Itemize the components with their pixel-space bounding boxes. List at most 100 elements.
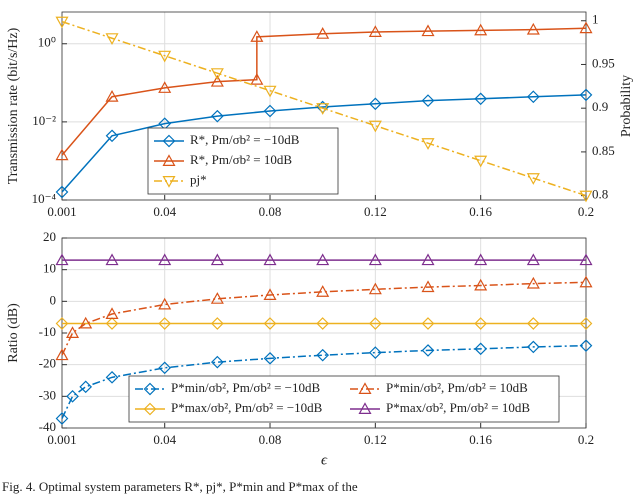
marker xyxy=(210,74,224,87)
marker xyxy=(263,288,277,300)
y2-tick-label: 0.8 xyxy=(592,187,608,202)
axes-frame xyxy=(61,11,587,201)
marker xyxy=(210,292,224,304)
y2-tick-label: 1 xyxy=(592,12,599,27)
marker xyxy=(105,129,119,143)
marker xyxy=(158,81,172,93)
marker xyxy=(368,97,382,111)
marker xyxy=(368,120,382,133)
y-tick-label: 10 xyxy=(43,261,56,276)
marker xyxy=(263,85,277,98)
x-tick-label: 0.04 xyxy=(153,204,176,219)
x-tick-label: 0.001 xyxy=(47,204,76,219)
marker xyxy=(105,33,119,45)
y2-tick-label: 0.95 xyxy=(592,55,615,70)
marker xyxy=(55,253,69,266)
marker xyxy=(421,280,435,293)
legend: R*, Pm/σb² = −10dB R*, Pm/σb² = 10dB pj* xyxy=(147,127,339,195)
marker xyxy=(421,24,435,37)
y-tick-label: -40 xyxy=(39,419,56,434)
legend: P*min/σb², Pm/σb² = −10dB P*max/σb², Pm/σ… xyxy=(128,375,560,423)
marker xyxy=(579,88,593,102)
marker xyxy=(316,348,330,362)
x-axis-label: ϵ xyxy=(321,452,328,468)
marker xyxy=(368,25,382,37)
legend-marker xyxy=(162,154,176,166)
legend-label: P*min/σb², Pm/σb² = −10dB xyxy=(171,380,320,395)
marker xyxy=(474,278,488,291)
marker xyxy=(250,30,264,42)
marker xyxy=(316,285,330,297)
marker xyxy=(368,253,382,266)
marker xyxy=(105,253,119,266)
legend-box xyxy=(128,375,560,423)
y-tick-label: 10⁻⁴ xyxy=(32,191,57,206)
y-tick-label: 0 xyxy=(50,292,57,307)
x-tick-label: 0.16 xyxy=(469,432,492,447)
marker xyxy=(579,21,593,34)
marker xyxy=(526,317,540,330)
x-tick-label: 0.2 xyxy=(578,204,594,219)
marker xyxy=(526,22,540,35)
y-tick-label: -30 xyxy=(39,387,56,402)
legend-label: R*, Pm/σb² = −10dB xyxy=(190,132,300,147)
marker xyxy=(263,253,277,266)
marker xyxy=(55,185,69,199)
marker xyxy=(474,92,488,106)
axes-frame xyxy=(61,237,587,429)
marker xyxy=(316,103,330,115)
legend-label: pj* xyxy=(190,172,207,187)
marker xyxy=(474,342,488,356)
legend-label: R*, Pm/σb² = 10dB xyxy=(190,152,292,167)
marker xyxy=(579,190,593,203)
marker xyxy=(526,276,540,289)
marker xyxy=(158,50,172,63)
marker xyxy=(210,253,224,266)
legend-marker xyxy=(162,176,176,188)
marker xyxy=(55,348,69,361)
marker xyxy=(579,339,593,353)
y2-axis-label: Probability xyxy=(619,75,634,137)
caption: Fig. 4. Optimal system parameters R*, pj… xyxy=(2,479,358,494)
legend-label: P*min/σb², Pm/σb² = 10dB xyxy=(386,380,528,395)
series-line xyxy=(61,20,587,197)
marker xyxy=(55,412,69,425)
marker xyxy=(210,68,224,80)
marker xyxy=(316,27,330,39)
marker xyxy=(421,344,435,357)
marker xyxy=(263,317,277,330)
y-tick-label: 20 xyxy=(43,229,56,244)
legend-marker xyxy=(358,382,372,394)
marker xyxy=(368,317,382,330)
x-tick-label: 0.001 xyxy=(47,432,76,447)
x-tick-label: 0.08 xyxy=(259,432,282,447)
marker xyxy=(158,253,172,266)
marker xyxy=(474,253,488,266)
legend-marker xyxy=(143,382,157,396)
marker xyxy=(579,317,593,330)
marker xyxy=(579,275,593,288)
y2-tick-label: 0.9 xyxy=(592,99,608,114)
marker xyxy=(158,361,172,375)
x-tick-label: 0.12 xyxy=(364,204,387,219)
y-axis-label: Ratio (dB) xyxy=(6,303,21,363)
marker xyxy=(250,72,264,85)
marker xyxy=(421,94,435,107)
legend-label: P*max/σb², Pm/σb² = −10dB xyxy=(171,400,323,415)
x-tick-label: 0.08 xyxy=(259,204,282,219)
marker xyxy=(474,155,488,168)
marker xyxy=(526,253,540,266)
marker xyxy=(421,138,435,150)
series-line xyxy=(61,344,587,419)
marker xyxy=(105,90,119,102)
marker xyxy=(368,282,382,295)
marker xyxy=(579,253,593,266)
legend-label: P*max/σb², Pm/σb² = 10dB xyxy=(386,400,530,415)
legend-marker xyxy=(358,402,372,414)
y-axis-label: Transmission rate (bit/s/Hz) xyxy=(6,27,21,184)
x-tick-label: 0.16 xyxy=(469,204,492,219)
marker xyxy=(66,326,80,338)
marker xyxy=(55,16,69,29)
marker xyxy=(211,109,224,123)
